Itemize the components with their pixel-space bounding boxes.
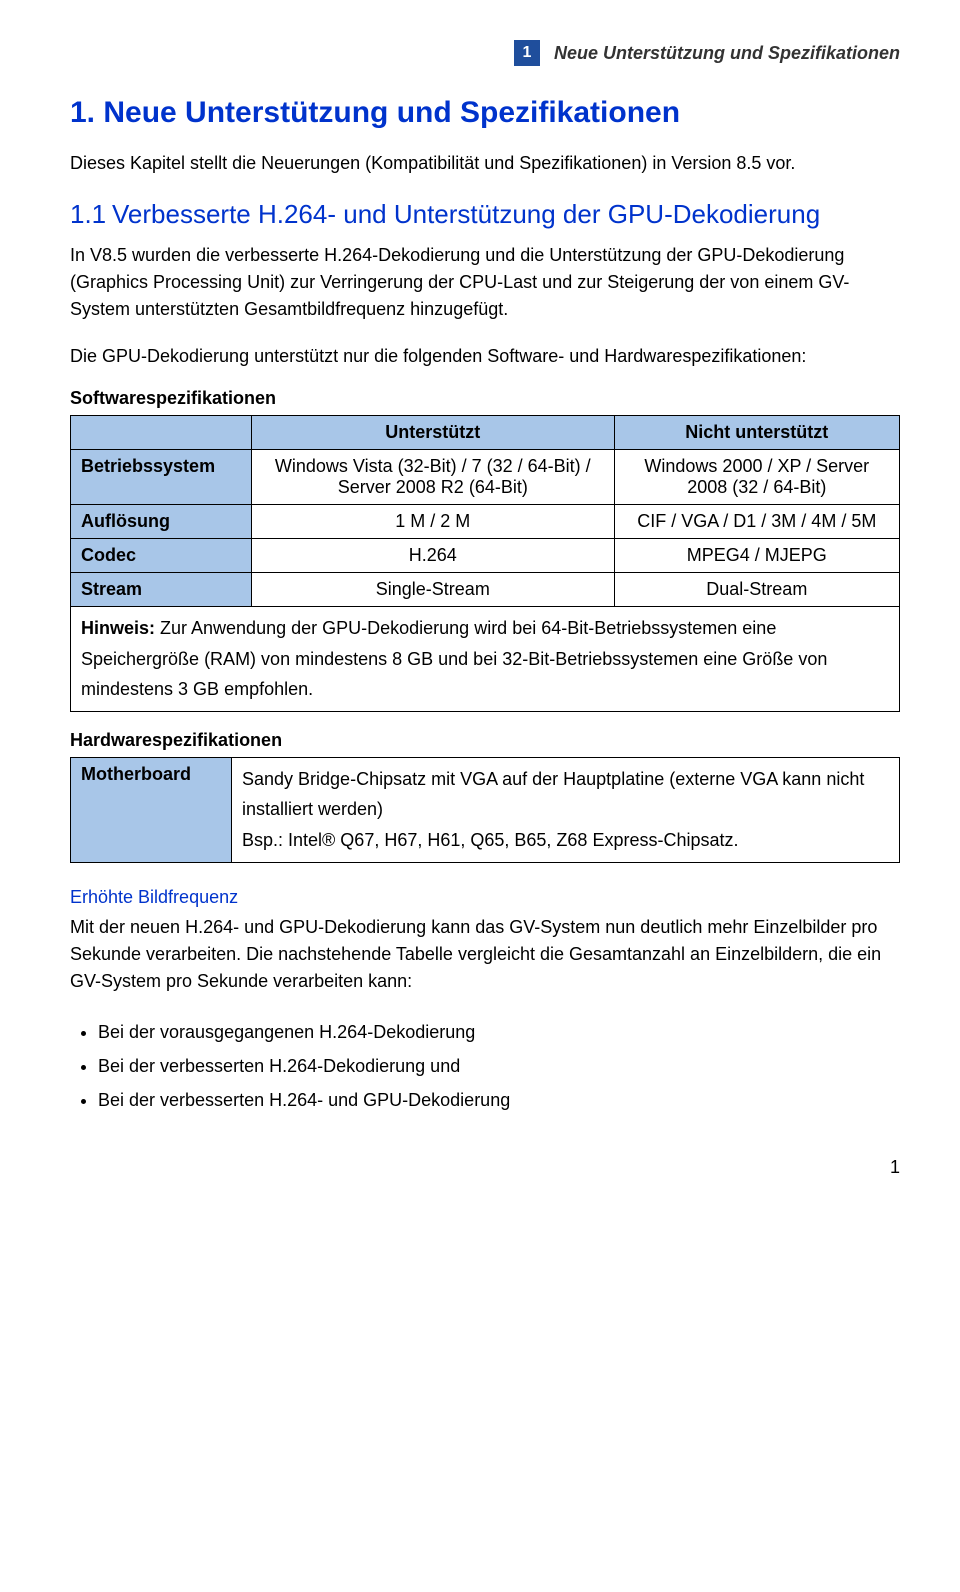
page-number: 1 (70, 1157, 900, 1178)
intro-paragraph: Dieses Kapitel stellt die Neuerungen (Ko… (70, 150, 900, 177)
list-item: Bei der verbesserten H.264- und GPU-Deko… (98, 1083, 900, 1117)
list-item: Bei der verbesserten H.264-Dekodierung u… (98, 1049, 900, 1083)
col-supported: Unterstützt (252, 416, 615, 450)
cell-supported: H.264 (252, 539, 615, 573)
cell-supported: Windows Vista (32-Bit) / 7 (32 / 64-Bit)… (252, 450, 615, 505)
cell-unsupported: Windows 2000 / XP / Server 2008 (32 / 64… (614, 450, 899, 505)
breadcrumb: 1 Neue Unterstützung und Spezifikationen (70, 40, 900, 66)
section-number: 1.1 (70, 199, 112, 230)
section-title: Verbesserte H.264- und Unterstützung der… (112, 199, 820, 229)
cell-supported: 1 M / 2 M (252, 505, 615, 539)
software-spec-table: Unterstützt Nicht unterstützt Betriebssy… (70, 415, 900, 712)
row-label: Betriebssystem (71, 450, 252, 505)
table-row: BetriebssystemWindows Vista (32-Bit) / 7… (71, 450, 900, 505)
cell-supported: Single-Stream (252, 573, 615, 607)
hardware-spec-table: Motherboard Sandy Bridge-Chipsatz mit VG… (70, 757, 900, 863)
section-heading: 1.1Verbesserte H.264- und Unterstützung … (70, 199, 900, 230)
body-paragraph-1: In V8.5 wurden die verbesserte H.264-Dek… (70, 242, 900, 323)
col-unsupported: Nicht unterstützt (614, 416, 899, 450)
software-spec-label: Softwarespezifikationen (70, 388, 900, 409)
hw-row-text: Sandy Bridge-Chipsatz mit VGA auf der Ha… (232, 757, 900, 862)
hardware-spec-label: Hardwarespezifikationen (70, 730, 900, 751)
table-note-row: Hinweis: Zur Anwendung der GPU-Dekodieru… (71, 607, 900, 712)
row-label: Codec (71, 539, 252, 573)
table-row: StreamSingle-StreamDual-Stream (71, 573, 900, 607)
framerate-heading: Erhöhte Bildfrequenz (70, 887, 900, 908)
cell-unsupported: CIF / VGA / D1 / 3M / 4M / 5M (614, 505, 899, 539)
hw-row-label: Motherboard (71, 757, 232, 862)
framerate-paragraph: Mit der neuen H.264- und GPU-Dekodierung… (70, 914, 900, 995)
cell-unsupported: MPEG4 / MJEPG (614, 539, 899, 573)
row-label: Stream (71, 573, 252, 607)
row-label: Auflösung (71, 505, 252, 539)
table-row: CodecH.264MPEG4 / MJEPG (71, 539, 900, 573)
page-heading: 1. Neue Unterstützung und Spezifikatione… (70, 96, 900, 130)
cell-unsupported: Dual-Stream (614, 573, 899, 607)
body-paragraph-2: Die GPU-Dekodierung unterstützt nur die … (70, 343, 900, 370)
list-item: Bei der vorausgegangenen H.264-Dekodieru… (98, 1015, 900, 1049)
table-corner (71, 416, 252, 450)
chapter-number-badge: 1 (514, 40, 540, 66)
table-note: Hinweis: Zur Anwendung der GPU-Dekodieru… (71, 607, 900, 712)
chapter-title: Neue Unterstützung und Spezifikationen (554, 43, 900, 64)
bullet-list: Bei der vorausgegangenen H.264-Dekodieru… (70, 1015, 900, 1118)
table-row: Auflösung1 M / 2 MCIF / VGA / D1 / 3M / … (71, 505, 900, 539)
